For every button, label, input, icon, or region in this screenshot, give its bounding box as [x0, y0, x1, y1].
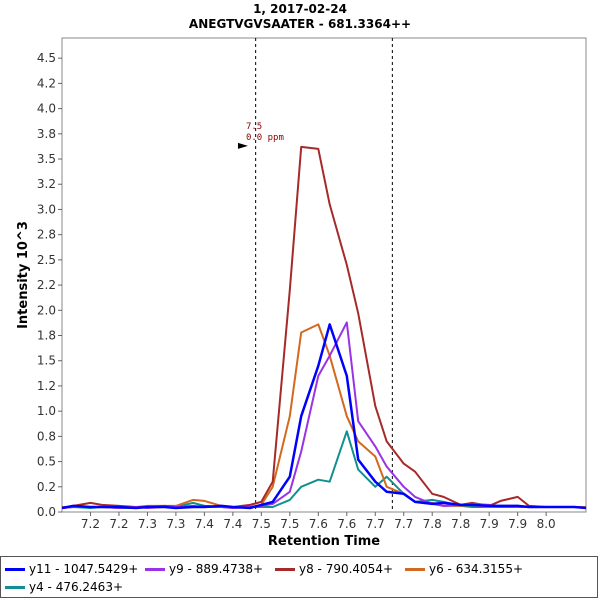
- y-tick-label: 0.0: [37, 505, 56, 519]
- y-tick-label: 1.0: [37, 404, 56, 418]
- y-axis: 0.0 0.2 0.5 0.8 1.0 1.2 1.5 1.8 2.0 2.2 2.5 2.8 3.0 3…: [37, 51, 62, 519]
- x-tick-label: 7.6: [337, 517, 356, 531]
- y-tick-label: 3.8: [37, 127, 56, 141]
- legend-item-y9[interactable]: y9 - 889.4738+: [145, 561, 263, 577]
- y-tick-label: 2.8: [37, 228, 56, 242]
- legend-swatch: [5, 567, 25, 571]
- y-tick-label: 3.5: [37, 152, 56, 166]
- legend-item-y11[interactable]: y11 - 1047.5429+: [5, 561, 138, 577]
- x-axis: 7.2 7.2 7.3 7.3 7.4 7.4 7.5 7.5 7.6 7.6 7.7 7.7 7.8 7…: [81, 512, 556, 531]
- y-tick-label: 2.5: [37, 253, 56, 267]
- peak-boundaries: [255, 38, 393, 512]
- peak-annotation-ppm: 0.0 ppm: [246, 133, 284, 143]
- peak-marker-icon: [237, 142, 248, 149]
- legend-item-y8[interactable]: y8 - 790.4054+: [275, 561, 393, 577]
- x-tick-label: 7.2: [109, 517, 128, 531]
- x-tick-label: 7.5: [280, 517, 299, 531]
- y-tick-label: 3.0: [37, 202, 56, 216]
- y-tick-label: 0.5: [37, 455, 56, 469]
- x-tick-label: 7.3: [138, 517, 157, 531]
- x-tick-label: 7.9: [480, 517, 499, 531]
- legend: y11 - 1047.5429+ y9 - 889.4738+ y8 - 790…: [0, 556, 598, 598]
- y-tick-label: 1.8: [37, 329, 56, 343]
- y-tick-label: 3.2: [37, 177, 56, 191]
- legend-item-y6[interactable]: y6 - 634.3155+: [405, 561, 523, 577]
- peak-annotation: 7.5 0.0 ppm: [237, 122, 284, 149]
- legend-label: y6 - 634.3155+: [429, 562, 524, 576]
- x-axis-label: Retention Time: [268, 534, 380, 549]
- legend-swatch: [275, 567, 295, 571]
- series-line: [61, 323, 587, 510]
- legend-label: y4 - 476.2463+: [29, 580, 124, 594]
- y-tick-label: 2.0: [37, 303, 56, 317]
- y-tick-label: 1.2: [37, 379, 56, 393]
- legend-swatch: [145, 567, 165, 571]
- x-tick-label: 7.4: [223, 517, 242, 531]
- series-lines: [61, 145, 587, 510]
- y-tick-label: 2.2: [37, 278, 56, 292]
- y-tick-label: 4.5: [37, 51, 56, 65]
- chromatogram-chart: 1, 2017-02-24 ANEGTVGVSAATER - 681.3364+…: [16, 2, 587, 549]
- y-tick-label: 0.2: [37, 480, 56, 494]
- x-tick-label: 7.3: [166, 517, 185, 531]
- x-tick-label: 7.5: [252, 517, 271, 531]
- x-tick-label: 7.8: [451, 517, 470, 531]
- x-tick-label: 7.4: [195, 517, 214, 531]
- y-tick-label: 0.8: [37, 429, 56, 443]
- x-tick-label: 7.7: [394, 517, 413, 531]
- y-tick-label: 4.0: [37, 102, 56, 116]
- x-tick-label: 7.8: [423, 517, 442, 531]
- x-tick-label: 8.0: [537, 517, 556, 531]
- y-tick-label: 1.5: [37, 354, 56, 368]
- chart-subtitle: ANEGTVGVSAATER - 681.3364++: [189, 17, 411, 31]
- legend-label: y8 - 790.4054+: [299, 562, 394, 576]
- x-tick-label: 7.9: [508, 517, 527, 531]
- legend-swatch: [5, 585, 25, 589]
- y-tick-label: 4.2: [37, 76, 56, 90]
- x-tick-label: 7.2: [81, 517, 100, 531]
- legend-label: y9 - 889.4738+: [169, 562, 264, 576]
- y-axis-label: Intensity 10^3: [16, 221, 31, 329]
- legend-label: y11 - 1047.5429+: [29, 562, 139, 576]
- legend-swatch: [405, 567, 425, 571]
- chart-title: 1, 2017-02-24: [253, 2, 347, 16]
- peak-annotation-rt: 7.5: [246, 122, 262, 132]
- legend-item-y4[interactable]: y4 - 476.2463+: [5, 579, 123, 595]
- x-tick-label: 7.7: [366, 517, 385, 531]
- plot-area: [61, 37, 587, 513]
- x-tick-label: 7.6: [309, 517, 328, 531]
